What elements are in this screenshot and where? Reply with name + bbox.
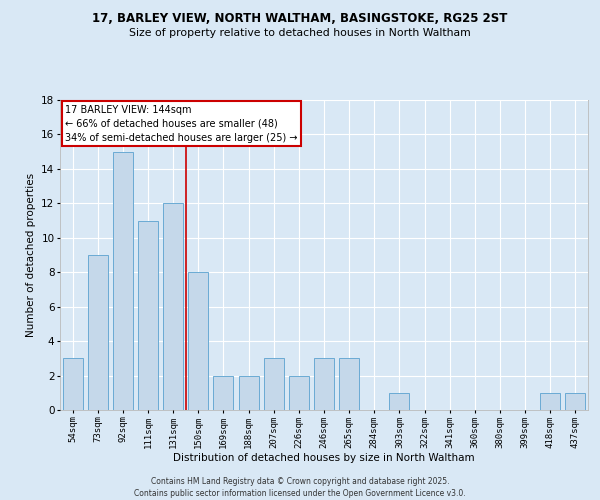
Bar [289,376,309,410]
Bar [263,358,284,410]
Bar [88,255,108,410]
Bar [540,393,560,410]
Bar [163,204,183,410]
Bar [138,220,158,410]
Bar [389,393,409,410]
Bar [214,376,233,410]
X-axis label: Distribution of detached houses by size in North Waltham: Distribution of detached houses by size … [173,454,475,464]
Bar [62,358,83,410]
Bar [314,358,334,410]
Text: 17 BARLEY VIEW: 144sqm
← 66% of detached houses are smaller (48)
34% of semi-det: 17 BARLEY VIEW: 144sqm ← 66% of detached… [65,104,298,142]
Bar [565,393,586,410]
Text: 17, BARLEY VIEW, NORTH WALTHAM, BASINGSTOKE, RG25 2ST: 17, BARLEY VIEW, NORTH WALTHAM, BASINGST… [92,12,508,26]
Text: Contains HM Land Registry data © Crown copyright and database right 2025.
Contai: Contains HM Land Registry data © Crown c… [134,476,466,498]
Bar [188,272,208,410]
Y-axis label: Number of detached properties: Number of detached properties [26,173,35,337]
Text: Size of property relative to detached houses in North Waltham: Size of property relative to detached ho… [129,28,471,38]
Bar [339,358,359,410]
Bar [113,152,133,410]
Bar [239,376,259,410]
